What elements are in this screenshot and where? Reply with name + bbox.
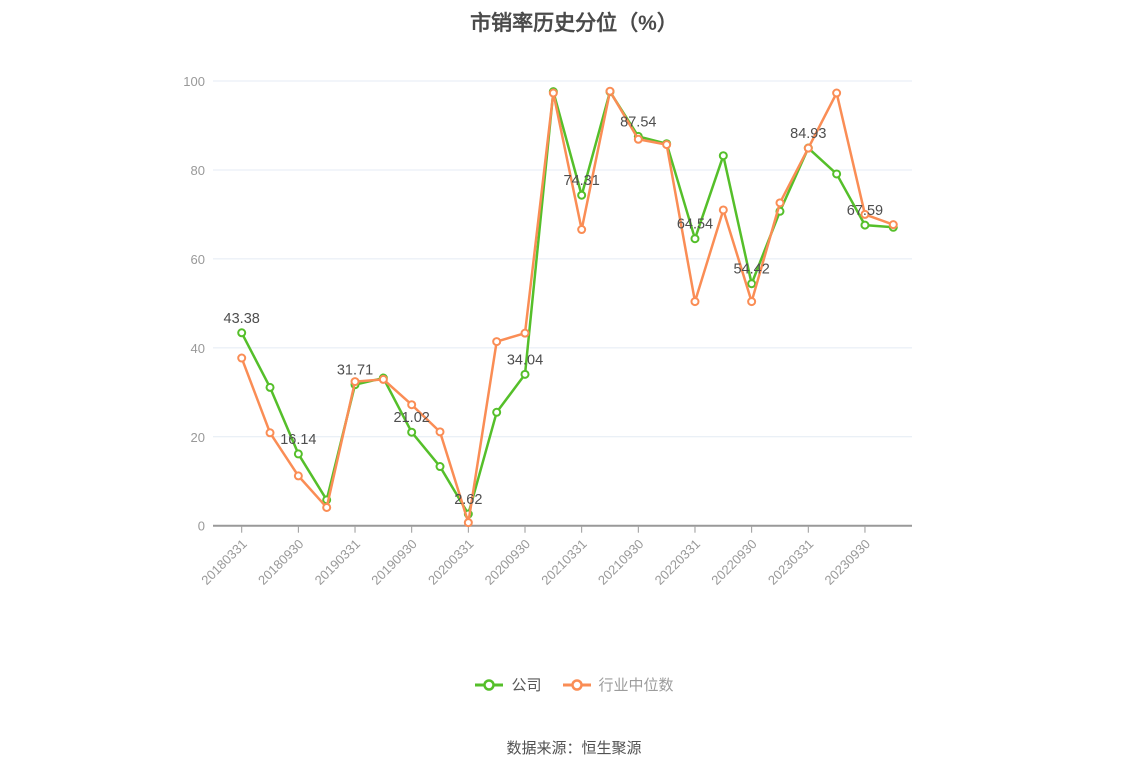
series-industry-line	[240, 89, 895, 524]
series-industry-point	[662, 140, 672, 150]
data-label: 43.38	[224, 311, 260, 327]
y-tick-label: 80	[191, 163, 205, 178]
x-tick-label: 20210930	[595, 536, 647, 588]
data-label: 31.71	[337, 363, 373, 379]
x-tick-label: 20190930	[368, 536, 420, 588]
series-industry-point	[435, 427, 445, 437]
data-label: 84.93	[790, 126, 826, 142]
legend: 公司 行业中位数	[0, 674, 1148, 695]
series-industry-point	[803, 143, 813, 153]
series-industry-point	[605, 86, 615, 96]
series-company-point	[435, 462, 445, 472]
series-industry-point	[293, 471, 303, 481]
series-industry-point	[633, 134, 643, 144]
series-industry-point	[322, 502, 332, 512]
x-tick-label: 20220930	[708, 536, 760, 588]
data-label: 21.02	[394, 410, 430, 426]
series-company-point	[577, 190, 587, 200]
x-tick-label: 20180930	[255, 536, 307, 588]
series-industry-point	[265, 428, 275, 438]
series-industry-point	[350, 377, 360, 387]
series-industry-point	[548, 88, 558, 98]
series-company-point	[860, 220, 870, 230]
legend-item-industry[interactable]: 行业中位数	[562, 674, 674, 695]
data-label: 67.59	[847, 203, 883, 219]
legend-item-company[interactable]: 公司	[474, 674, 542, 695]
data-label: 87.54	[620, 114, 656, 130]
series-industry-point	[718, 205, 728, 215]
chart-title: 市销率历史分位（%）	[470, 12, 678, 35]
series-industry-point	[520, 328, 530, 338]
x-tick-label: 20220331	[652, 536, 704, 588]
legend-label-industry: 行业中位数	[598, 677, 674, 694]
x-tick-label: 20230331	[765, 536, 817, 588]
industry-line-marker-icon	[562, 678, 591, 691]
company-line-marker-icon	[475, 678, 504, 691]
series-company-point	[237, 328, 247, 338]
series-industry-point	[407, 400, 417, 410]
series-industry-point	[860, 209, 870, 219]
series-industry-point	[888, 220, 898, 230]
x-tick-label: 20190331	[312, 536, 364, 588]
series-industry-point	[237, 353, 247, 363]
data-label: 16.14	[280, 432, 316, 448]
x-tick-label: 20200930	[482, 536, 534, 588]
series-industry-point	[775, 198, 785, 208]
data-label: 2.62	[454, 492, 482, 508]
series-industry-point	[577, 225, 587, 235]
series-industry-point	[690, 297, 700, 307]
series-company-point	[407, 427, 417, 437]
series-company-point	[492, 407, 502, 417]
series-company-point	[293, 449, 303, 459]
data-label: 74.31	[564, 173, 600, 189]
x-tick-label: 20180331	[198, 536, 250, 588]
x-tick-label: 20200331	[425, 536, 477, 588]
series-company-point	[265, 382, 275, 392]
data-label: 54.42	[733, 262, 769, 278]
y-tick-label: 0	[198, 519, 205, 534]
series-company-point	[718, 151, 728, 161]
series-company-point	[520, 369, 530, 379]
series-industry-point	[832, 88, 842, 98]
y-tick-label: 20	[191, 430, 205, 445]
series-industry-point	[492, 337, 502, 347]
y-tick-label: 100	[183, 74, 205, 89]
series-industry-point	[747, 297, 757, 307]
data-label: 34.04	[507, 352, 543, 368]
data-label: 64.54	[677, 217, 713, 233]
series-industry-point	[463, 518, 473, 528]
legend-label-company: 公司	[511, 677, 542, 694]
data-source-text: 数据来源：恒生聚源	[506, 740, 642, 757]
x-tick-label: 20230930	[822, 536, 874, 588]
series-company-point	[690, 234, 700, 244]
series-company-point	[747, 279, 757, 289]
y-tick-label: 40	[191, 341, 205, 356]
y-tick-label: 60	[191, 252, 205, 267]
series-industry-point	[378, 374, 388, 384]
series-company-point	[832, 169, 842, 179]
x-tick-label: 20210331	[538, 536, 590, 588]
